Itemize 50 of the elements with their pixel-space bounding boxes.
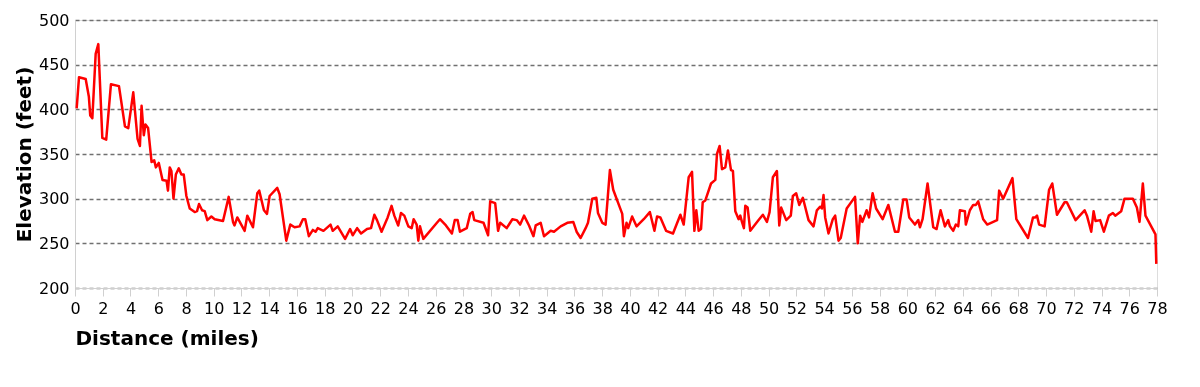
y-tick-label: 350 bbox=[38, 144, 70, 164]
x-tick-label: 48 bbox=[731, 298, 752, 318]
x-tick-label: 76 bbox=[1119, 298, 1140, 318]
x-tick-label: 34 bbox=[536, 298, 558, 318]
line-series bbox=[75, 42, 1158, 266]
y-tick-label: 300 bbox=[38, 189, 70, 209]
x-tick-label: 60 bbox=[897, 298, 918, 318]
x-tick-label: 50 bbox=[758, 298, 780, 318]
x-tick-label: 38 bbox=[592, 298, 613, 318]
x-tick-label: 52 bbox=[786, 298, 808, 318]
y-tick-label: 500 bbox=[38, 10, 70, 30]
x-tick-label: 30 bbox=[481, 298, 502, 318]
x-tick-label: 6 bbox=[153, 298, 164, 318]
x-tick-label: 10 bbox=[204, 298, 225, 318]
x-axis-title: Distance (miles) bbox=[75, 325, 259, 350]
x-tick-label: 12 bbox=[231, 298, 253, 318]
x-tick-label: 70 bbox=[1036, 298, 1057, 318]
x-tick-label: 62 bbox=[925, 298, 946, 318]
x-tick-label: 2 bbox=[98, 298, 109, 318]
x-tick-label: 24 bbox=[398, 298, 419, 318]
x-tick-label: 22 bbox=[370, 298, 391, 318]
y-axis-title: Elevation (feet) bbox=[11, 66, 36, 243]
x-tick-label: 72 bbox=[1064, 298, 1085, 318]
y-tick-label: 400 bbox=[38, 99, 70, 119]
x-tick-label: 20 bbox=[342, 298, 364, 318]
y-tick-label: 450 bbox=[38, 55, 70, 75]
x-tick-label: 26 bbox=[425, 298, 447, 318]
x-tick-label: 18 bbox=[315, 298, 336, 318]
x-tick-label: 36 bbox=[564, 298, 586, 318]
x-tick-label: 28 bbox=[453, 298, 475, 318]
x-tick-label: 14 bbox=[259, 298, 280, 318]
x-tick-label: 64 bbox=[953, 298, 974, 318]
x-tick-label: 0 bbox=[70, 298, 81, 318]
x-tick-label: 66 bbox=[980, 298, 1002, 318]
x-tick-label: 58 bbox=[869, 298, 891, 318]
x-tick-label: 42 bbox=[647, 298, 669, 318]
y-tick-label: 200 bbox=[38, 278, 70, 298]
x-tick-label: 44 bbox=[675, 298, 697, 318]
y-tick-label: 250 bbox=[38, 233, 70, 253]
x-tick-label: 40 bbox=[620, 298, 641, 318]
x-tick-label: 54 bbox=[814, 298, 835, 318]
x-tick-label: 56 bbox=[842, 298, 863, 318]
x-tick-label: 16 bbox=[287, 298, 308, 318]
x-tick-label: 4 bbox=[125, 298, 137, 318]
x-tick-label: 78 bbox=[1147, 298, 1168, 318]
x-tick-label: 68 bbox=[1008, 298, 1029, 318]
x-tick-label: 32 bbox=[509, 298, 530, 318]
x-tick-label: 8 bbox=[181, 298, 192, 318]
x-tick-label: 74 bbox=[1091, 298, 1113, 318]
x-tick-label: 46 bbox=[703, 298, 724, 318]
